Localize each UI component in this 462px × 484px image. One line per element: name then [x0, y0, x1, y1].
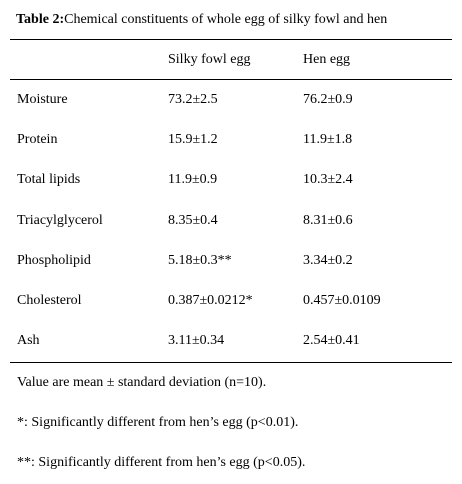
cell: 11.9±1.8 [303, 132, 353, 148]
cell: 0.387±0.0212* [168, 293, 253, 308]
row-label: Phospholipid [17, 252, 91, 268]
cell: 3.11±0.34 [168, 333, 225, 349]
footnote: Value are mean ± standard deviation (n=1… [17, 375, 267, 390]
row-label: Total lipids [17, 172, 81, 188]
cell: 10.3±2.4 [303, 172, 353, 188]
cell: 11.9±0.9 [168, 172, 218, 188]
header-rule [10, 79, 452, 80]
cell: 3.34±0.2 [303, 252, 353, 268]
cell: 8.31±0.6 [303, 212, 353, 228]
cell: 76.2±0.9 [303, 92, 353, 107]
row-label: Cholesterol [17, 293, 82, 308]
table-label: Table 2: [16, 12, 65, 27]
cell: 8.35±0.4 [168, 212, 218, 228]
bottom-rule [10, 362, 452, 363]
table-title: Table 2:Chemical constituents of whole e… [16, 12, 387, 28]
cell: 0.457±0.0109 [303, 293, 381, 308]
column-header: Hen egg [303, 52, 351, 67]
cell: 2.54±0.41 [303, 333, 360, 349]
row-label: Moisture [17, 92, 68, 107]
column-header: Silky fowl egg [168, 52, 251, 67]
row-label: Ash [17, 333, 40, 349]
title-text: Chemical constituents of whole egg of si… [64, 12, 388, 27]
cell: 73.2±2.5 [168, 92, 218, 107]
cell: 5.18±0.3** [168, 252, 232, 268]
footnote: **: Significantly different from hen’s e… [17, 455, 306, 470]
row-label: Protein [17, 132, 58, 148]
top-rule [10, 39, 452, 40]
footnote: *: Significantly different from hen’s eg… [17, 415, 299, 430]
cell: 15.9±1.2 [168, 132, 218, 148]
row-label: Triacylglycerol [17, 212, 103, 228]
